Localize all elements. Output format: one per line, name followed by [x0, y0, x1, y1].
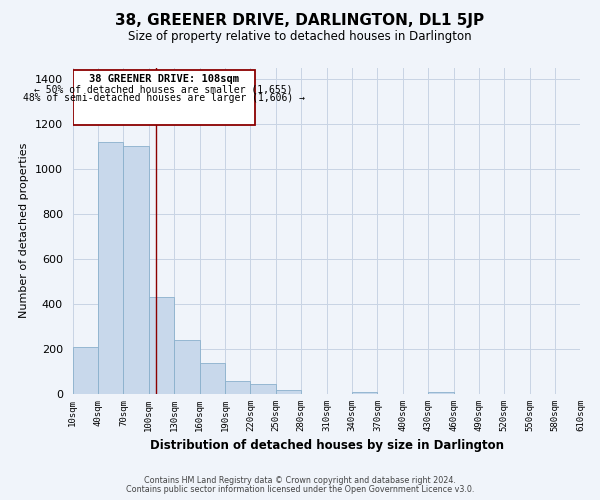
Bar [124, 146, 149, 394]
Text: Size of property relative to detached houses in Darlington: Size of property relative to detached ho… [128, 30, 472, 43]
Text: 48% of semi-detached houses are larger (1,606) →: 48% of semi-detached houses are larger (… [23, 94, 305, 104]
Bar [200, 362, 225, 394]
X-axis label: Distribution of detached houses by size in Darlington: Distribution of detached houses by size … [149, 440, 503, 452]
Bar [225, 380, 250, 394]
Y-axis label: Number of detached properties: Number of detached properties [19, 143, 29, 318]
Text: ← 50% of detached houses are smaller (1,655): ← 50% of detached houses are smaller (1,… [34, 84, 293, 94]
Bar [352, 392, 377, 394]
Bar [73, 347, 98, 394]
Bar [276, 390, 301, 394]
Text: 38 GREENER DRIVE: 108sqm: 38 GREENER DRIVE: 108sqm [89, 74, 239, 85]
Bar [98, 142, 124, 394]
Text: 38, GREENER DRIVE, DARLINGTON, DL1 5JP: 38, GREENER DRIVE, DARLINGTON, DL1 5JP [115, 12, 485, 28]
Bar [149, 297, 174, 394]
Text: Contains HM Land Registry data © Crown copyright and database right 2024.: Contains HM Land Registry data © Crown c… [144, 476, 456, 485]
FancyBboxPatch shape [73, 70, 254, 125]
Text: Contains public sector information licensed under the Open Government Licence v3: Contains public sector information licen… [126, 485, 474, 494]
Bar [250, 384, 276, 394]
Bar [174, 340, 200, 394]
Bar [428, 392, 454, 394]
